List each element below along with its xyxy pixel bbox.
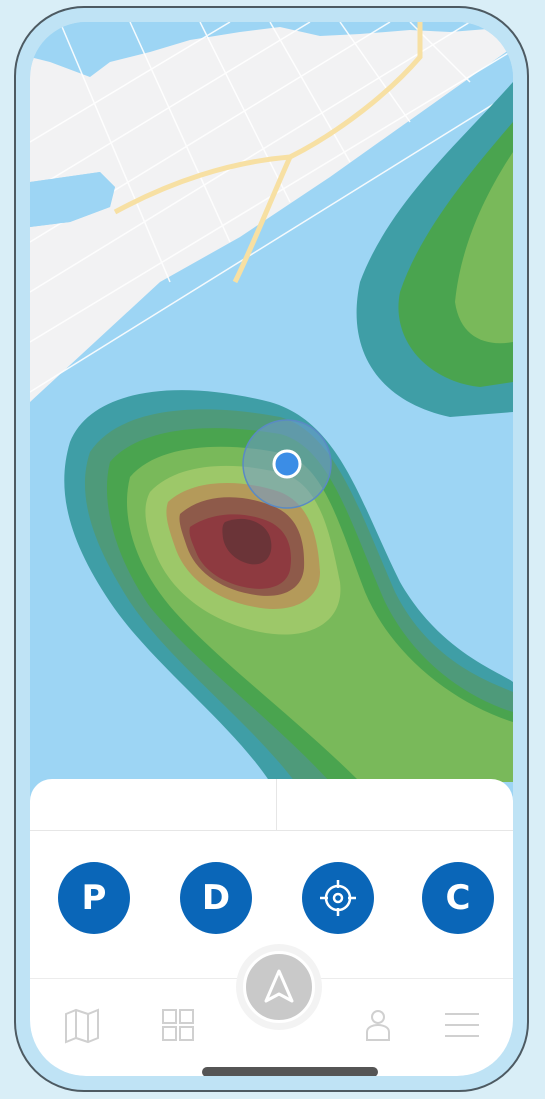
road	[232, 155, 293, 284]
land-area	[30, 22, 513, 402]
nav-profile[interactable]	[358, 1005, 398, 1045]
bottom-panel: P D C	[30, 779, 513, 1076]
action-button-d-label: D	[201, 878, 231, 918]
action-button-p[interactable]: P	[58, 862, 130, 934]
bottom-nav	[30, 979, 513, 1076]
locate-button[interactable]	[302, 862, 374, 934]
crosshair-icon	[320, 880, 356, 916]
nav-grid[interactable]	[158, 1005, 198, 1045]
map-icon	[65, 1008, 99, 1044]
grid-icon	[162, 1009, 194, 1041]
phone-screen: P D C	[30, 22, 513, 1076]
panel-divider	[276, 779, 277, 830]
action-button-d[interactable]: D	[180, 862, 252, 934]
home-indicator[interactable]	[202, 1067, 378, 1076]
navigate-button-inner	[243, 951, 315, 1023]
action-button-c[interactable]: C	[422, 862, 494, 934]
nav-menu[interactable]	[442, 1005, 482, 1045]
map-view[interactable]	[30, 22, 513, 782]
profile-icon	[366, 1010, 390, 1041]
location-dot	[272, 449, 302, 479]
navigate-button[interactable]	[236, 944, 322, 1030]
action-button-p-label: P	[81, 878, 107, 918]
panel-top-row	[30, 779, 513, 831]
action-button-c-label: C	[445, 878, 471, 918]
action-row: P D C	[30, 862, 513, 938]
phone-frame: P D C	[14, 6, 529, 1092]
menu-icon	[445, 1013, 479, 1037]
navigation-arrow-icon	[264, 969, 294, 1003]
nav-map[interactable]	[62, 1005, 102, 1045]
